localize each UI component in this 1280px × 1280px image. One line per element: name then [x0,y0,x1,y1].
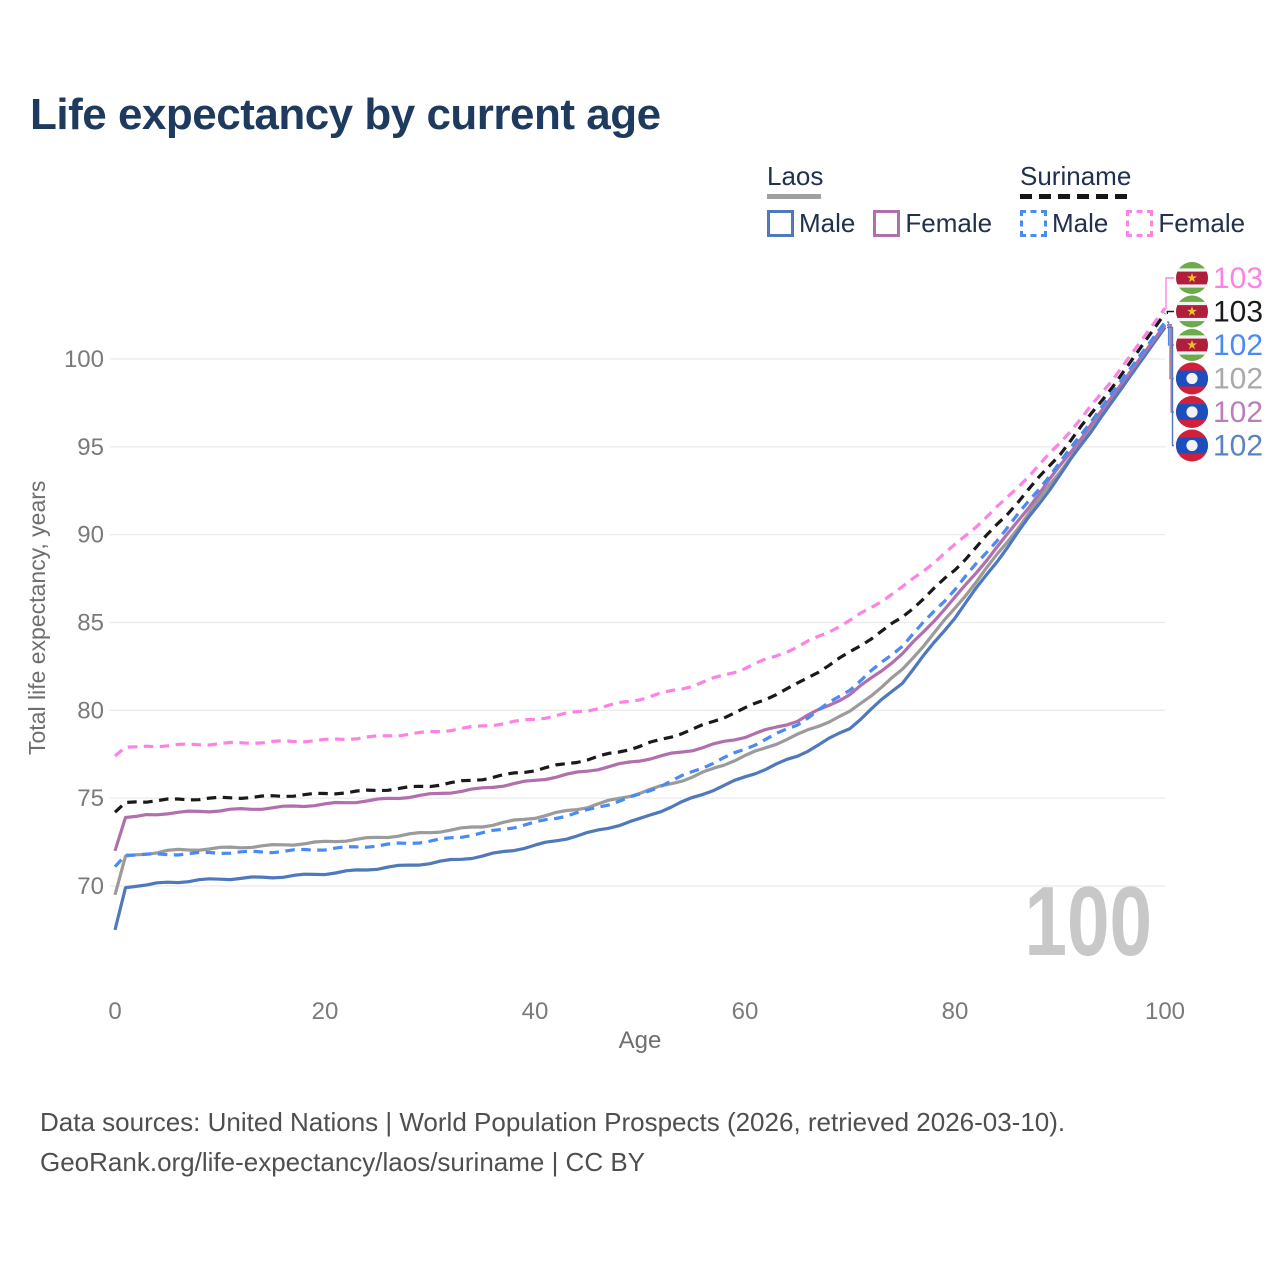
x-tick-label-0: 0 [108,998,121,1025]
suriname-flag-icon [1176,329,1208,361]
x-tick-label-20: 20 [312,998,339,1025]
laos-flag-icon [1176,429,1208,462]
suriname-flag-icon [1176,295,1208,328]
laos-flag-icon [1176,396,1208,428]
y-tick-label-80: 80 [77,697,104,724]
y-tick-label-95: 95 [77,434,104,461]
x-tick-label-60: 60 [732,998,759,1025]
endpoint-value-laos_female: 102 [1213,396,1263,429]
legend-item-suriname-female[interactable]: Female [1126,208,1245,239]
leader-line-suriname_all [1166,310,1174,314]
series-line-suriname_all [113,312,1167,814]
page-title: Life expectancy by current age [30,90,661,139]
legend-item-suriname-male[interactable]: Male [1020,208,1108,239]
footer: Data sources: United Nations | World Pop… [40,1102,1065,1182]
y-axis-title: Total life expectancy, years [24,480,50,756]
suriname-male-swatch [1020,210,1047,237]
suriname-flag-icon [1176,262,1208,294]
endpoint-value-laos_male: 102 [1213,430,1263,463]
leader-line-suriname_female [1165,277,1174,309]
suriname-female-swatch [1126,210,1154,237]
legend-laos-underline-swatch [767,194,821,199]
legend-item-label: Female [1158,208,1246,238]
endpoint-value-suriname_male: 102 [1213,329,1263,362]
leader-line-laos_male [1167,326,1174,447]
legend-item-label: Male [1052,208,1109,238]
laos-female-swatch [873,210,901,237]
endpoint-value-laos_all: 102 [1213,363,1263,396]
x-tick-label-80: 80 [942,998,969,1025]
legend-group-laos-title[interactable]: Laos [767,161,824,191]
series-line-suriname_male [113,321,1167,868]
x-tick-label-40: 40 [522,998,549,1025]
y-tick-label-90: 90 [77,522,104,549]
legend-group-suriname-title[interactable]: Suriname [1020,161,1132,191]
legend-suriname-underline-swatch [1020,194,1128,199]
age-watermark: 100 [1024,866,1152,976]
footer-attribution: GeoRank.org/life-expectancy/laos/surinam… [40,1147,646,1177]
laos-flag-icon [1176,362,1208,395]
laos-male-swatch [767,210,794,237]
legend-group-suriname: Suriname Male Female [1020,162,1263,239]
y-tick-label-75: 75 [77,785,104,812]
footer-data-sources: Data sources: United Nations | World Pop… [40,1107,1066,1137]
y-tick-label-100: 100 [64,346,104,373]
legend-item-laos-female[interactable]: Female [873,208,992,239]
series-line-laos_male [113,326,1167,931]
y-tick-label-70: 70 [77,873,104,900]
series-line-laos_all [113,324,1167,896]
series-line-laos_female [113,323,1167,852]
legend-item-laos-male[interactable]: Male [767,208,855,239]
y-tick-label-85: 85 [77,609,104,636]
legend-item-label: Female [905,208,993,238]
x-tick-label-100: 100 [1145,998,1185,1025]
legend-group-laos: Laos Male Female [767,162,1010,239]
legend-item-label: Male [799,208,856,238]
endpoint-value-suriname_female: 103 [1213,262,1263,295]
endpoint-value-suriname_all: 103 [1213,296,1263,329]
series-line-suriname_female [113,307,1167,758]
x-axis-title: Age [618,1027,662,1054]
